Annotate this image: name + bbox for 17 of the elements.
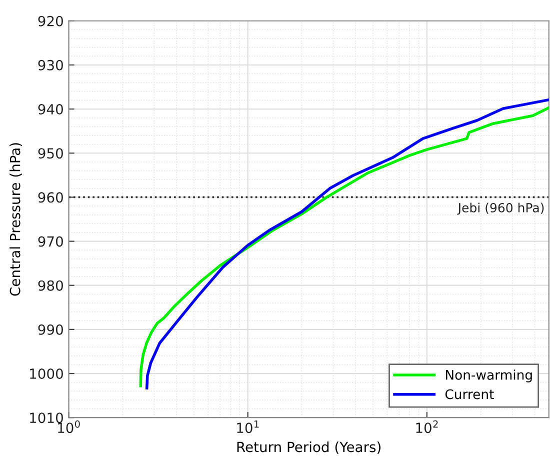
legend-label: Non-warming bbox=[446, 370, 532, 382]
y-tick-label: 920 bbox=[38, 16, 63, 26]
y-tick-label: 1010 bbox=[30, 412, 63, 424]
y-tick-label: 990 bbox=[38, 324, 63, 335]
y-tick-label: 980 bbox=[38, 280, 63, 291]
x-axis-title: Return Period (Years) bbox=[237, 441, 380, 454]
y-tick-label: 930 bbox=[38, 60, 63, 70]
y-tick-label: 950 bbox=[38, 148, 63, 159]
y-tick-label: 940 bbox=[38, 104, 63, 115]
ref-line-label: Jebi (960 hPa) bbox=[457, 202, 544, 215]
y-tick-label: 1000 bbox=[30, 368, 63, 379]
y-tick-label: 960 bbox=[38, 192, 63, 203]
legend-label: Current bbox=[445, 389, 494, 400]
y-tick-label: 970 bbox=[38, 236, 63, 247]
x-tick-label: 10$^{2}$ bbox=[416, 420, 438, 434]
x-tick-label: 10$^{1}$ bbox=[237, 420, 259, 434]
y-axis-title: Central Pressure (hPa) bbox=[10, 143, 22, 296]
